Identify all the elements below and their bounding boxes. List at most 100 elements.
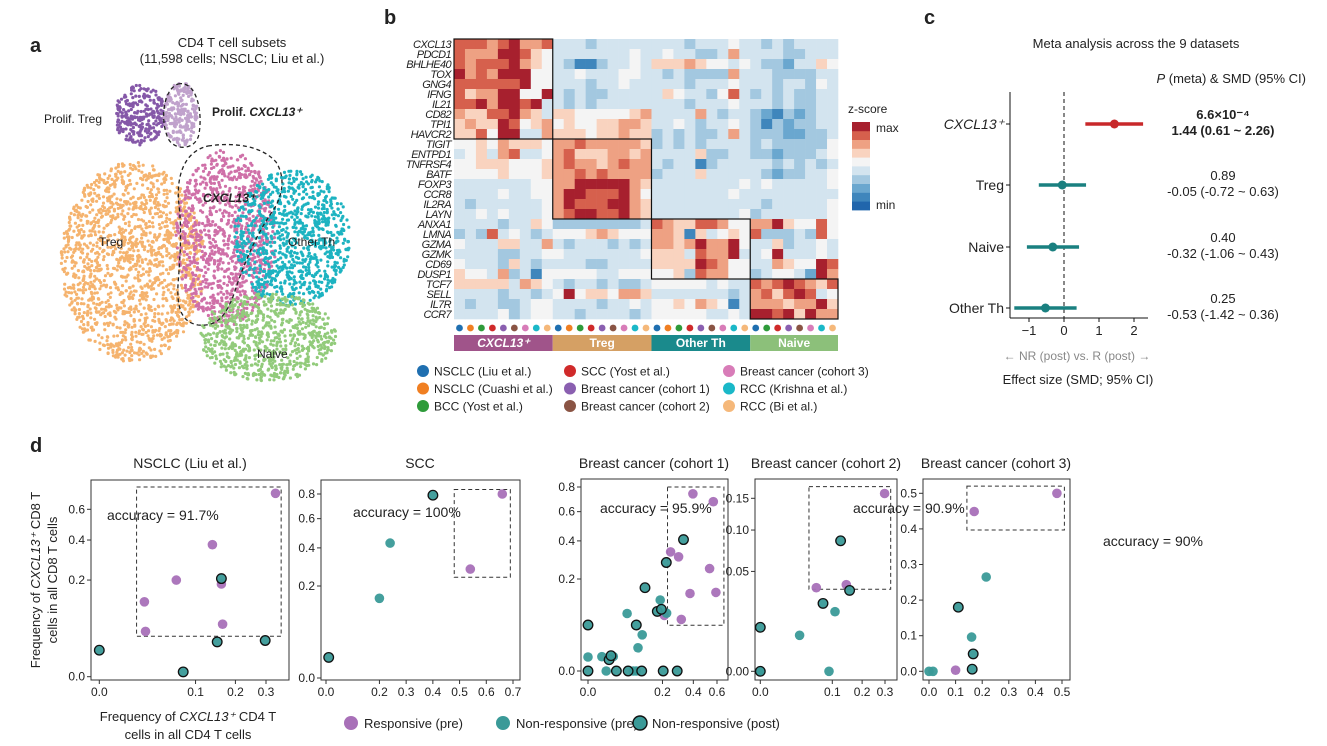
umap-cell-dot	[93, 287, 97, 291]
umap-cell-dot	[244, 253, 248, 257]
heatmap-cell	[563, 99, 575, 110]
umap-cell-dot	[220, 320, 224, 324]
umap-cell-dot	[241, 249, 245, 253]
umap-cell-dot	[207, 283, 211, 287]
umap-cell-dot	[185, 243, 189, 247]
umap-cell-dot	[124, 185, 128, 189]
umap-cell-dot	[224, 296, 228, 300]
umap-cell-dot	[120, 119, 124, 123]
umap-cell-dot	[203, 166, 207, 170]
heatmap-cell	[552, 119, 565, 130]
umap-cell-dot	[300, 172, 304, 176]
umap-cell-dot	[293, 221, 297, 225]
umap-cell-dot	[169, 176, 173, 180]
heatmap-cell	[772, 49, 784, 60]
umap-cell-dot	[329, 253, 333, 257]
umap-cell-dot	[169, 291, 173, 295]
umap-cell-dot	[73, 264, 77, 268]
umap-cell-dot	[106, 245, 110, 249]
umap-cell-dot	[74, 208, 78, 212]
heatmap-cell	[530, 109, 543, 120]
umap-cell-dot	[165, 192, 169, 196]
umap-cell-dot	[72, 283, 76, 287]
umap-cell-dot	[134, 334, 138, 338]
umap-cell-dot	[240, 310, 244, 315]
umap-cell-dot	[345, 218, 349, 222]
umap-cell-dot	[299, 365, 303, 369]
umap-cell-dot	[304, 257, 308, 261]
heatmap-cell	[728, 99, 740, 110]
umap-cell-dot	[286, 189, 290, 193]
umap-cell-dot	[118, 250, 122, 254]
umap-cell-dot	[129, 314, 133, 318]
umap-cell-dot	[120, 237, 124, 241]
heatmap-cell	[739, 79, 751, 90]
umap-cell-dot	[175, 246, 179, 250]
umap-cell-dot	[284, 347, 288, 351]
umap-cell-dot	[145, 104, 149, 108]
umap-cell-dot	[261, 269, 265, 273]
umap-cell-dot	[151, 164, 155, 168]
umap-cell-dot	[244, 279, 248, 283]
umap-cell-dot	[106, 223, 110, 227]
umap-cell-dot	[262, 359, 266, 363]
umap-cell-dot	[288, 359, 292, 363]
umap-cell-dot	[147, 336, 151, 341]
umap-cell-dot	[275, 343, 279, 348]
heatmap-cell	[552, 99, 565, 110]
umap-cell-dot	[69, 247, 73, 251]
umap-cell-dot	[117, 261, 121, 265]
umap-cell-dot	[202, 325, 206, 329]
umap-cell-dot	[317, 192, 321, 196]
umap-cell-dot	[311, 333, 315, 337]
umap-cell-dot	[300, 317, 304, 321]
umap-cell-dot	[296, 316, 301, 320]
heatmap-cell	[662, 119, 674, 130]
umap-cell-dot	[233, 348, 237, 352]
umap-cell-dot	[147, 273, 151, 277]
heatmap-cell	[475, 129, 488, 140]
umap-cell-dot	[265, 292, 269, 296]
umap-cell-dot	[213, 339, 217, 343]
umap-cell-dot	[289, 318, 293, 322]
heatmap-cell	[684, 79, 696, 90]
umap-cell-dot	[222, 292, 226, 296]
umap-cell-dot	[247, 356, 251, 360]
umap-cell-dot	[316, 175, 320, 179]
umap-cell-dot	[241, 214, 245, 218]
umap-cell-dot	[174, 292, 178, 296]
umap-cell-dot	[230, 313, 234, 317]
umap-cell-dot	[127, 286, 132, 290]
umap-cell-dot	[212, 316, 217, 320]
umap-cell-dot	[225, 196, 229, 201]
umap-cell-dot	[232, 251, 236, 255]
heatmap-cell	[651, 69, 663, 80]
umap-cell-dot	[146, 323, 150, 327]
umap-cell-dot	[165, 268, 169, 272]
umap-cell-dot	[227, 237, 231, 241]
heatmap-cell	[662, 99, 674, 110]
umap-cell-dot	[115, 103, 119, 107]
umap-cell-dot	[95, 213, 99, 217]
umap-cell-dot	[235, 231, 239, 235]
umap-cell-dot	[251, 197, 255, 201]
heatmap-cell	[673, 59, 685, 70]
umap-cell-dot	[281, 260, 285, 264]
umap-cell-dot	[220, 178, 224, 182]
umap-cell-dot	[213, 228, 217, 232]
umap-cell-dot	[185, 138, 189, 142]
umap-cell-dot	[77, 276, 81, 280]
heatmap-cell	[717, 99, 729, 110]
umap-cell-dot	[125, 321, 129, 325]
heatmap-cell	[761, 59, 773, 70]
umap-cell-dot	[166, 108, 171, 112]
heatmap-cell	[454, 59, 466, 70]
umap-cell-dot	[186, 234, 190, 238]
umap-cell-dot	[179, 104, 183, 108]
umap-cell-dot	[94, 306, 98, 311]
umap-cell-dot	[300, 327, 304, 331]
umap-cell-dot	[271, 269, 275, 273]
umap-cell-dot	[212, 181, 216, 185]
umap-cell-dot	[310, 214, 314, 218]
umap-cell-dot	[261, 326, 265, 330]
